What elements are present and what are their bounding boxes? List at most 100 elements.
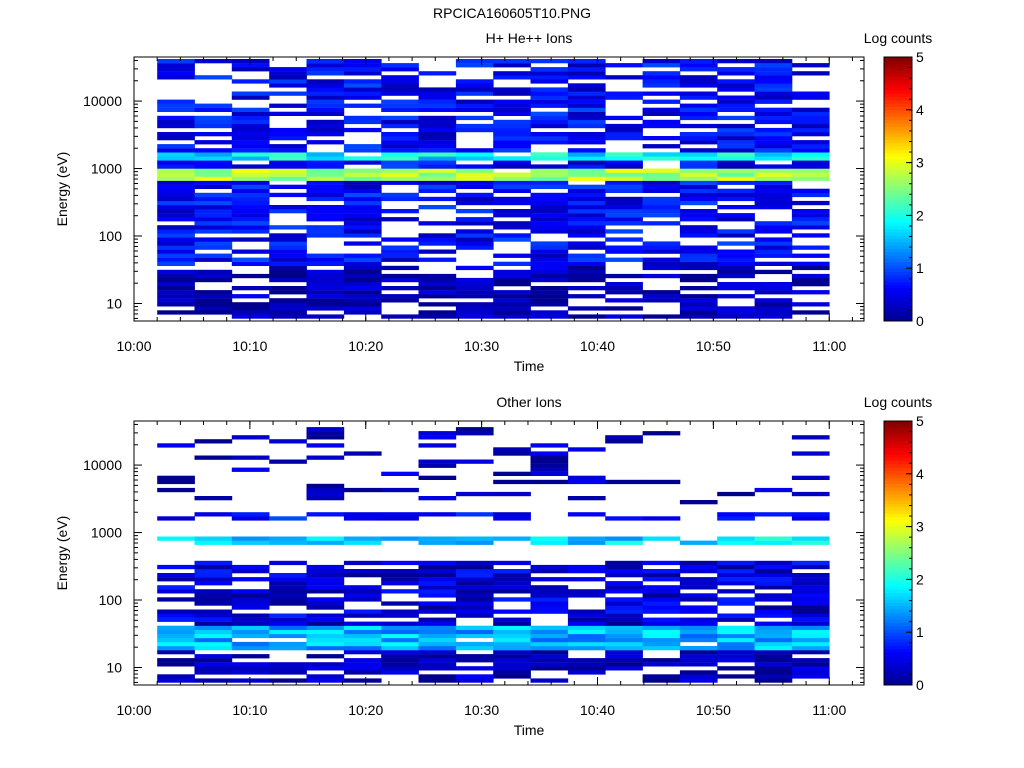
heatmap-cell xyxy=(306,617,345,622)
heatmap-cell xyxy=(306,91,345,96)
heatmap-cell xyxy=(530,314,569,319)
heatmap-cell xyxy=(418,577,457,582)
heatmap-cell xyxy=(717,79,755,84)
heatmap-cell xyxy=(530,200,569,206)
heatmap-cell xyxy=(194,641,233,647)
heatmap-cell xyxy=(530,132,569,137)
heatmap-cell xyxy=(157,633,195,639)
heatmap-cell xyxy=(269,245,307,250)
heatmap-cell xyxy=(306,176,345,181)
heatmap-cell xyxy=(269,666,307,671)
colorbar-segment xyxy=(884,668,912,673)
heatmap-cell xyxy=(231,192,270,198)
heatmap-cell xyxy=(343,180,382,185)
colorbar-segment xyxy=(884,132,912,137)
heatmap-cell xyxy=(791,245,830,250)
heatmap-cell xyxy=(381,646,419,651)
heatmap-cell xyxy=(791,613,830,618)
colorbar-segment xyxy=(884,57,912,61)
heatmap-cell xyxy=(530,265,569,271)
heatmap-cell xyxy=(530,209,569,214)
heatmap-cell xyxy=(493,200,531,206)
heatmap-cell xyxy=(605,290,643,295)
heatmap-cell xyxy=(605,200,643,206)
heatmap-cell xyxy=(679,678,718,683)
colorbar-segment xyxy=(884,136,912,140)
heatmap-cell xyxy=(343,277,382,283)
heatmap-cell xyxy=(679,306,718,311)
heatmap-cell xyxy=(493,233,531,238)
heatmap-cell xyxy=(306,95,345,100)
heatmap-cell xyxy=(791,95,830,100)
heatmap-cell xyxy=(791,581,830,586)
heatmap-cell xyxy=(493,213,531,218)
heatmap-cell xyxy=(791,188,830,193)
heatmap-cell xyxy=(493,140,531,145)
heatmap-cell xyxy=(269,269,307,275)
heatmap-cell xyxy=(157,115,195,121)
heatmap-cell xyxy=(679,646,718,651)
heatmap-cell xyxy=(269,286,307,291)
heatmap-cell xyxy=(642,265,681,271)
heatmap-cell xyxy=(717,310,755,315)
heatmap-cell xyxy=(567,314,606,319)
heatmap-cell xyxy=(269,633,307,639)
heatmap-cell xyxy=(343,536,382,541)
heatmap-cell xyxy=(194,646,233,651)
heatmap-cell xyxy=(567,633,606,639)
heatmap-cell xyxy=(157,674,195,679)
heatmap-cell xyxy=(343,168,382,173)
heatmap-cell xyxy=(418,633,457,639)
x-tick-label: 10:40 xyxy=(580,702,615,718)
colorbar-segment xyxy=(884,96,912,101)
heatmap-cell xyxy=(493,641,531,647)
heatmap-cell xyxy=(194,59,233,64)
heatmap-cell xyxy=(343,253,382,258)
heatmap-cell xyxy=(567,577,606,582)
heatmap-cell xyxy=(642,294,681,299)
heatmap-cell xyxy=(754,91,793,96)
colorbar-segment xyxy=(884,572,912,577)
heatmap-cell xyxy=(717,180,755,185)
heatmap-cell xyxy=(493,512,531,517)
heatmap-cell xyxy=(418,650,457,655)
heatmap-cell xyxy=(381,654,419,659)
heatmap-cell xyxy=(455,164,494,169)
heatmap-cell xyxy=(530,479,569,485)
heatmap-cell xyxy=(493,123,531,129)
heatmap-cell xyxy=(455,156,494,161)
heatmap-cell xyxy=(679,253,718,258)
heatmap-cell xyxy=(754,229,793,234)
heatmap-cell xyxy=(679,115,718,121)
heatmap-cell xyxy=(605,298,643,303)
heatmap-cell xyxy=(269,273,307,279)
heatmap-cell xyxy=(530,99,569,104)
heatmap-cell xyxy=(455,286,494,291)
heatmap-cell xyxy=(194,601,233,606)
heatmap-cell xyxy=(157,277,195,283)
heatmap-cell xyxy=(754,597,793,602)
heatmap-cell xyxy=(567,107,606,112)
heatmap-cell xyxy=(605,123,643,129)
heatmap-cell xyxy=(306,269,345,275)
heatmap-cell xyxy=(679,605,718,610)
heatmap-cell xyxy=(269,91,307,96)
heatmap-cell xyxy=(530,662,569,667)
heatmap-cell xyxy=(791,540,830,545)
heatmap-cell xyxy=(343,71,382,76)
heatmap-cell xyxy=(679,560,718,566)
heatmap-cell xyxy=(306,487,345,493)
heatmap-cell xyxy=(791,91,830,96)
heatmap-cell xyxy=(157,257,195,262)
heatmap-cell xyxy=(455,168,494,173)
heatmap-cell xyxy=(269,670,307,675)
heatmap-cell xyxy=(381,119,419,125)
heatmap-cell xyxy=(194,455,233,460)
heatmap-cell xyxy=(493,516,531,521)
heatmap-cell xyxy=(605,95,643,100)
heatmap-cell xyxy=(493,180,531,185)
heatmap-cell xyxy=(231,605,270,610)
heatmap-cell xyxy=(493,625,531,630)
heatmap-cell xyxy=(157,196,195,202)
heatmap-cell xyxy=(791,123,830,129)
